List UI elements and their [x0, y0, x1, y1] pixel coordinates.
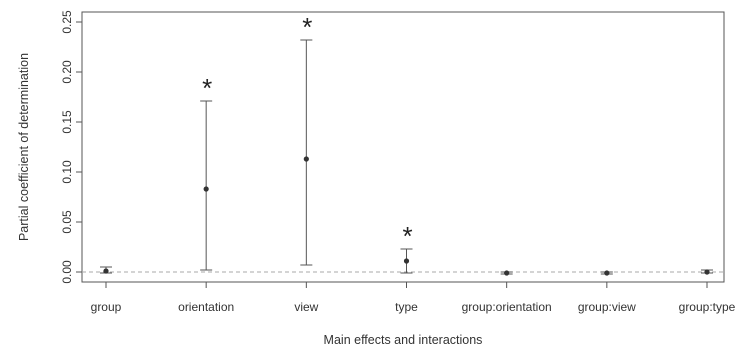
- y-axis-title: Partial coefficient of determination: [17, 53, 31, 241]
- data-point-group-type: [704, 269, 710, 275]
- data-point-group-view: [604, 270, 610, 276]
- y-tick-label: 0.25: [60, 10, 74, 34]
- x-axis-title: Main effects and interactions: [324, 333, 483, 347]
- x-tick-label-type: type: [395, 300, 418, 314]
- significance-star-type: *: [402, 221, 412, 251]
- y-tick-label: 0.00: [60, 260, 74, 284]
- x-tick-label-orientation: orientation: [178, 300, 234, 314]
- data-point-group: [103, 268, 109, 274]
- y-tick-label: 0.20: [60, 60, 74, 84]
- x-tick-label-group: group: [91, 300, 122, 314]
- x-tick-label-group-type: group:type: [679, 300, 736, 314]
- y-tick-label: 0.15: [60, 110, 74, 134]
- data-point-type: [403, 258, 410, 264]
- y-tick-label: 0.10: [60, 160, 74, 184]
- significance-star-orientation: *: [202, 73, 212, 103]
- x-tick-label-group-view: group:view: [578, 300, 636, 314]
- data-point-orientation: [203, 186, 209, 192]
- plot-frame: [81, 11, 725, 283]
- x-tick-label-group-orientation: group:orientation: [462, 300, 552, 314]
- significance-star-view: *: [302, 12, 312, 42]
- error-bar-view: [300, 39, 313, 266]
- data-point-view: [303, 156, 309, 162]
- x-tick-label-view: view: [294, 300, 318, 314]
- data-point-group-orientation: [504, 270, 510, 276]
- error-bar-orientation: [200, 100, 213, 271]
- y-tick-label: 0.05: [60, 210, 74, 234]
